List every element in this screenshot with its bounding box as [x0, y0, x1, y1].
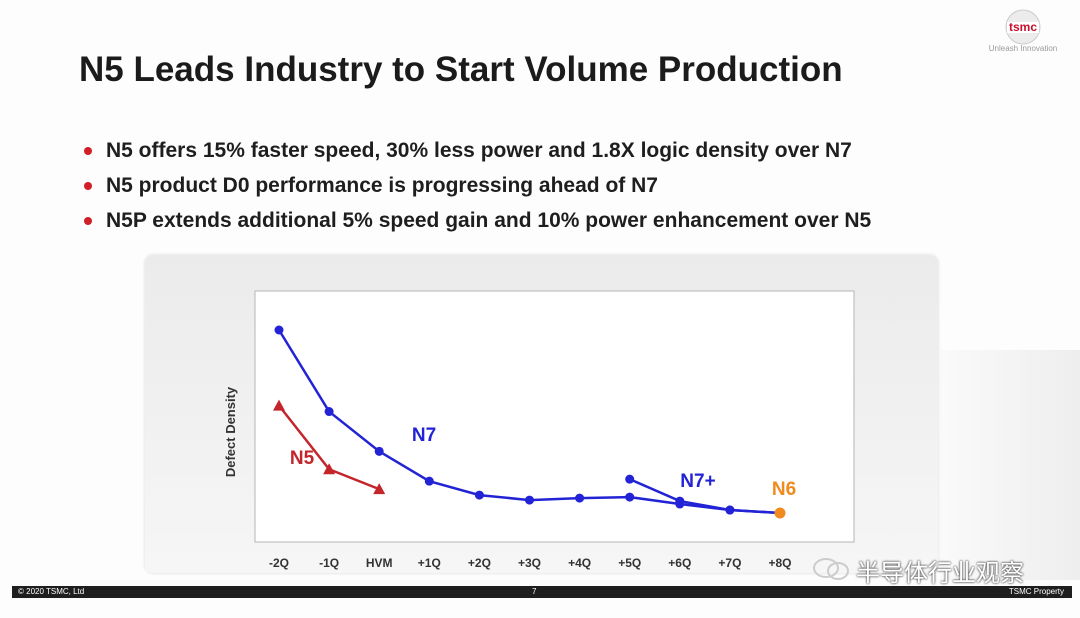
x-tick-label: +7Q	[718, 556, 741, 570]
bullet-text: N5 offers 15% faster speed, 30% less pow…	[106, 139, 852, 162]
x-tick-label: +3Q	[518, 556, 541, 570]
bullet-icon	[84, 182, 92, 190]
x-tick-label: +1Q	[418, 556, 441, 570]
data-point-marker	[274, 325, 284, 335]
bullet-item: N5P extends additional 5% speed gain and…	[84, 209, 871, 244]
data-point-marker	[575, 493, 585, 503]
footer-property: TSMC Property	[1008, 587, 1064, 596]
series-markers	[273, 325, 786, 519]
x-tick-label: -2Q	[269, 556, 289, 570]
data-point-marker	[373, 483, 386, 495]
bullet-text: N5 product D0 performance is progressing…	[106, 174, 658, 197]
series-label-n7: N7	[412, 425, 436, 446]
x-tick-label: -1Q	[319, 556, 339, 570]
x-tick-label: +8Q	[768, 556, 791, 570]
x-axis-ticks: -2Q -1Q HVM +1Q +2Q +3Q +4Q +5Q +6Q +7Q +8Q	[269, 556, 792, 570]
plot-area	[254, 290, 855, 543]
x-tick-label: +2Q	[468, 556, 491, 570]
x-tick-label: +4Q	[568, 556, 591, 570]
x-tick-label: +6Q	[668, 556, 691, 570]
logo-tagline: Unleash Innovation	[988, 44, 1058, 53]
tsmc-logo-mark: tsmc	[1005, 9, 1041, 45]
data-point-marker	[525, 495, 534, 505]
bullet-item: N5 offers 15% faster speed, 30% less pow…	[84, 139, 871, 174]
series-labels: N7 N5 N7+ N6	[290, 425, 796, 500]
data-point-marker	[675, 496, 685, 506]
series-label-n6: N6	[772, 479, 796, 500]
x-tick-label: HVM	[366, 556, 393, 570]
slide-title: N5 Leads Industry to Start Volume Produc…	[79, 50, 843, 89]
bullet-icon	[84, 217, 92, 225]
data-point-marker	[625, 474, 635, 484]
series-label-n5: N5	[290, 448, 315, 469]
logo-wordmark: tsmc	[1009, 20, 1037, 34]
footer-copyright: © 2020 TSMC, Ltd	[18, 587, 85, 596]
series-label-n7-plus: N7+	[680, 471, 715, 492]
data-point-marker	[273, 399, 285, 411]
data-point-marker	[774, 507, 786, 519]
data-point-marker	[323, 463, 336, 475]
background-panels	[940, 350, 1080, 580]
data-point-marker	[474, 490, 484, 500]
footer-page-number: 7	[532, 587, 537, 596]
series-line-n7-plus	[629, 478, 781, 515]
bullet-item: N5 product D0 performance is progressing…	[84, 174, 871, 209]
bullet-text: N5P extends additional 5% speed gain and…	[106, 209, 872, 232]
x-tick-label: +5Q	[618, 556, 641, 570]
data-point-marker	[374, 446, 384, 456]
data-point-marker	[424, 476, 434, 486]
footer-bar: © 2020 TSMC, Ltd 7 TSMC Property	[12, 586, 1072, 598]
y-axis-label: Defect Density	[223, 386, 238, 477]
wechat-icon	[813, 558, 849, 580]
data-point-marker	[324, 407, 334, 417]
tsmc-logo: tsmc Unleash Innovation	[978, 8, 1068, 70]
bullet-icon	[84, 147, 92, 155]
bullet-list: N5 offers 15% faster speed, 30% less pow…	[84, 139, 871, 244]
data-point-marker	[725, 505, 735, 515]
watermark-text: 半导体行业观察	[856, 560, 1024, 587]
data-point-marker	[625, 492, 635, 502]
